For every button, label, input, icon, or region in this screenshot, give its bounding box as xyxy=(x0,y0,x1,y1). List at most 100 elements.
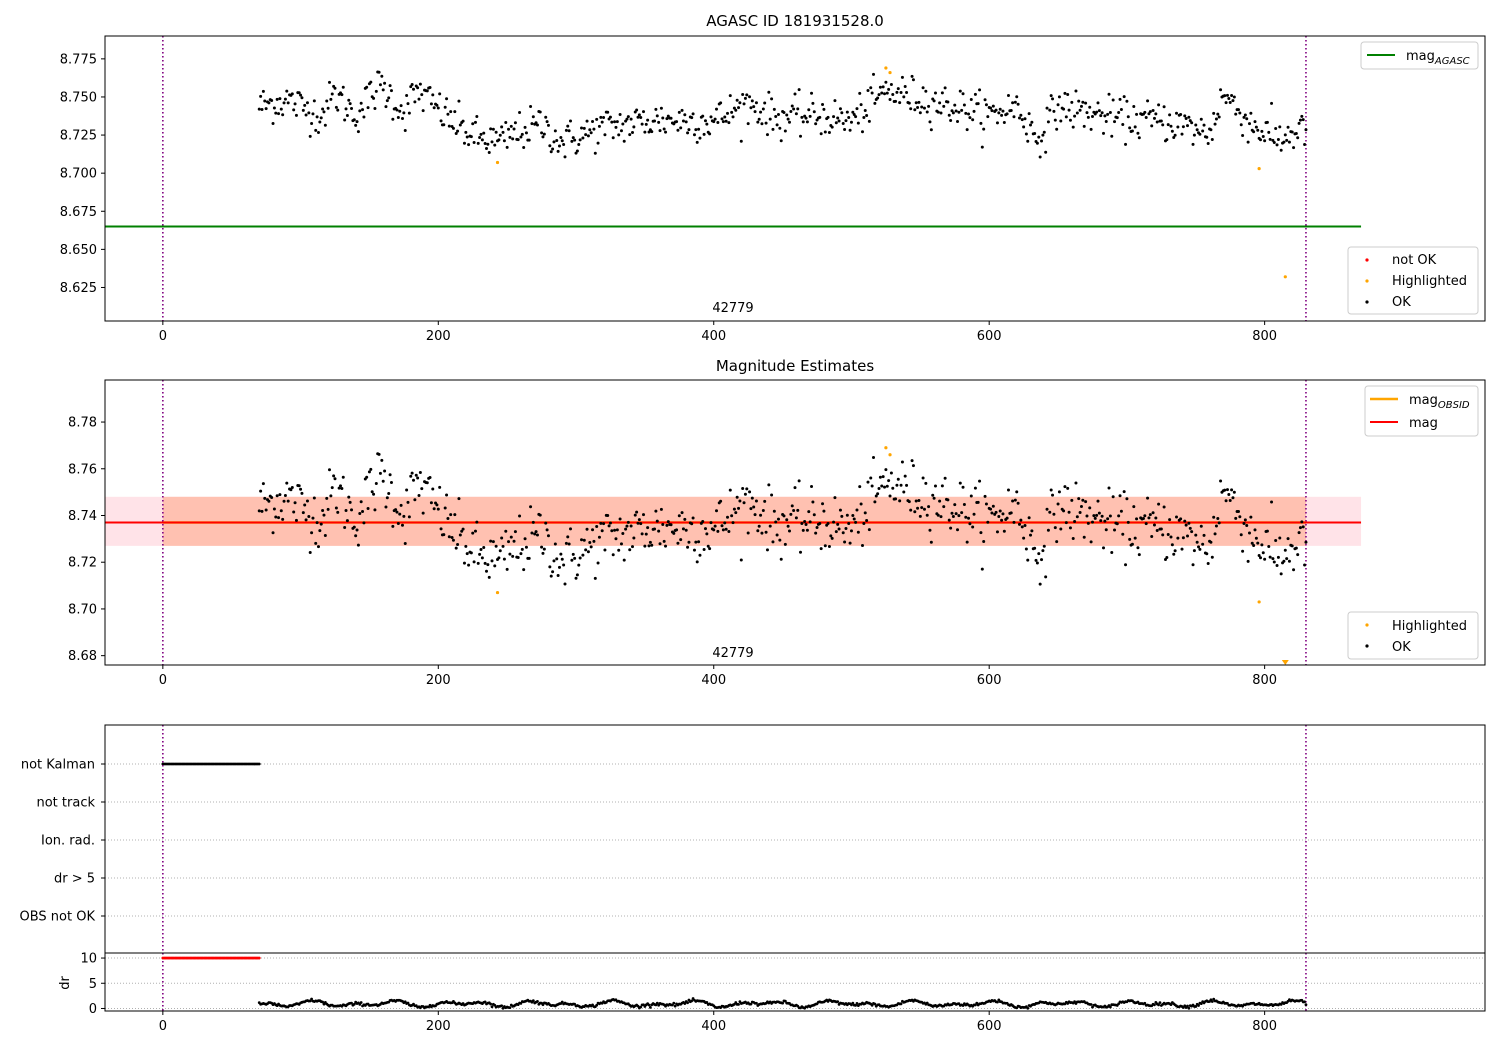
ok-point xyxy=(552,559,556,563)
ok-point xyxy=(421,109,425,113)
ok-point xyxy=(1261,135,1265,139)
ok-point xyxy=(600,529,604,533)
ok-point xyxy=(815,525,819,529)
ok-point xyxy=(891,92,895,96)
ok-point xyxy=(986,520,990,524)
ok-point xyxy=(1230,94,1234,98)
ok-point xyxy=(1245,524,1249,528)
ok-point xyxy=(1000,113,1004,117)
ok-point xyxy=(854,520,858,524)
dr-point xyxy=(836,1000,840,1004)
ok-point xyxy=(1044,575,1048,579)
dr-point xyxy=(873,1002,877,1006)
ok-point xyxy=(1191,563,1195,567)
ok-point xyxy=(1161,533,1165,537)
ok-point xyxy=(518,514,522,518)
ok-point xyxy=(527,138,531,142)
ok-point xyxy=(1270,500,1274,504)
ok-point xyxy=(330,486,334,490)
ok-point xyxy=(1267,544,1271,548)
ok-point xyxy=(261,482,265,486)
dr-point xyxy=(508,1006,512,1010)
ok-point xyxy=(358,109,362,113)
ok-point xyxy=(732,106,736,110)
ok-point xyxy=(771,127,775,131)
ok-point xyxy=(469,135,473,139)
ok-point xyxy=(580,126,584,130)
ok-point xyxy=(971,118,975,122)
ok-point xyxy=(1030,529,1034,533)
ok-point xyxy=(1300,520,1304,524)
ok-point xyxy=(1202,123,1206,127)
ok-point xyxy=(629,524,633,528)
ok-point xyxy=(1290,544,1294,548)
ok-point xyxy=(719,101,723,105)
ok-point xyxy=(863,511,867,515)
ok-point xyxy=(1179,112,1183,116)
ok-point xyxy=(698,136,702,140)
ok-point xyxy=(1035,561,1039,565)
ok-point xyxy=(967,516,971,520)
ok-point xyxy=(706,544,710,548)
ok-point xyxy=(271,121,275,125)
ok-point xyxy=(548,565,552,569)
ok-point xyxy=(1001,512,1005,516)
ok-point xyxy=(361,509,365,513)
ok-point xyxy=(1184,523,1188,527)
ok-point xyxy=(277,112,281,116)
ok-point xyxy=(830,125,834,129)
ok-point xyxy=(723,521,727,525)
dr-point xyxy=(1158,1001,1162,1005)
ok-point xyxy=(770,97,774,101)
ok-point xyxy=(822,107,826,111)
ok-point xyxy=(1085,514,1089,518)
ok-point xyxy=(624,527,628,531)
dr-point xyxy=(690,999,694,1003)
ok-point xyxy=(551,570,555,574)
dr-point xyxy=(899,1002,903,1006)
ok-point xyxy=(1108,111,1112,115)
ok-point xyxy=(1242,115,1246,119)
ok-point xyxy=(358,512,362,516)
ok-point xyxy=(1144,115,1148,119)
ok-point xyxy=(821,103,825,107)
ok-point xyxy=(628,548,632,552)
ok-point xyxy=(354,123,358,127)
ok-point xyxy=(391,524,395,528)
panel-agasc-obsid-label: 42779 xyxy=(712,301,753,316)
ok-point xyxy=(1271,557,1275,561)
ok-point xyxy=(684,120,688,124)
ok-point xyxy=(516,138,520,142)
ok-point xyxy=(849,120,853,124)
panel-dr-ytick-label: 5 xyxy=(89,977,97,992)
ok-point xyxy=(1062,107,1066,111)
panel-agasc-xtick-label: 800 xyxy=(1252,329,1277,344)
ok-point xyxy=(896,477,900,481)
ok-point xyxy=(770,493,774,497)
ok-point xyxy=(646,526,650,530)
ok-point xyxy=(292,510,296,514)
ok-point xyxy=(350,107,354,111)
ok-point xyxy=(1121,122,1125,126)
panel-dr-xtick-label: 0 xyxy=(159,1019,167,1034)
ok-point xyxy=(858,91,862,95)
ok-point xyxy=(950,511,954,515)
ok-point xyxy=(310,121,314,125)
ok-point xyxy=(403,129,407,133)
ok-point xyxy=(1252,130,1256,134)
ok-point xyxy=(563,155,567,159)
ok-point xyxy=(305,499,309,503)
ok-point xyxy=(765,548,769,552)
ok-point xyxy=(340,93,344,97)
ok-point xyxy=(367,470,371,474)
ok-point xyxy=(907,500,911,504)
ok-point xyxy=(501,130,505,134)
ok-point xyxy=(661,116,665,120)
ok-point xyxy=(545,120,549,124)
ok-point xyxy=(745,93,749,97)
ok-point xyxy=(432,507,436,511)
ok-point xyxy=(1096,499,1100,503)
dr-point xyxy=(500,1004,504,1008)
ok-point xyxy=(611,136,615,140)
